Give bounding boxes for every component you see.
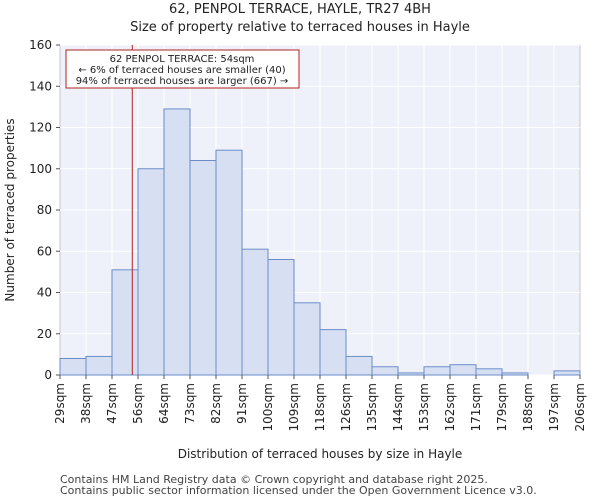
y-tick-label: 60 [37, 244, 52, 258]
histogram-bar [449, 364, 477, 376]
x-tick-label: 64sqm [157, 383, 171, 424]
y-tick-label: 160 [29, 38, 52, 52]
histogram-bar [137, 168, 165, 376]
histogram-bar [215, 149, 243, 376]
x-tick-label: 188sqm [521, 383, 535, 431]
histogram-bar [111, 269, 139, 376]
annotation-line-2: ← 6% of terraced houses are smaller (40) [78, 65, 285, 76]
y-axis-ticks: 0 20 40 60 80 100 120 140 160 [29, 38, 60, 382]
x-tick-label: 29sqm [53, 383, 67, 424]
histogram-bar [85, 355, 113, 376]
x-tick-label: 153sqm [417, 383, 431, 431]
footer-copyright: Contains HM Land Registry data © Crown c… [60, 473, 488, 486]
x-tick-label: 47sqm [105, 383, 119, 424]
x-tick-label: 73sqm [183, 383, 197, 424]
x-tick-label: 56sqm [131, 383, 145, 424]
y-tick-label: 80 [37, 203, 52, 217]
chart-subtitle: Size of property relative to terraced ho… [130, 20, 470, 35]
histogram-bar [553, 370, 581, 376]
histogram-bar [501, 372, 529, 376]
x-tick-label: 38sqm [79, 383, 93, 424]
histogram-bar [345, 355, 373, 376]
x-tick-label: 162sqm [443, 383, 457, 431]
annotation-line-3: 94% of terraced houses are larger (667) … [76, 76, 289, 87]
histogram-bar [293, 302, 321, 376]
histogram-bar [241, 248, 269, 376]
annotation-box: 62 PENPOL TERRACE: 54sqm ← 6% of terrace… [65, 49, 300, 89]
page-title: 62, PENPOL TERRACE, HAYLE, TR27 4BH [169, 2, 431, 17]
y-tick-label: 100 [29, 162, 52, 176]
x-tick-label: 179sqm [495, 383, 509, 431]
x-tick-label: 118sqm [313, 383, 327, 431]
x-axis-label: Distribution of terraced houses by size … [178, 447, 463, 461]
bars [59, 108, 581, 376]
x-tick-label: 126sqm [339, 383, 353, 431]
x-tick-label: 197sqm [547, 383, 561, 431]
x-tick-label: 91sqm [235, 383, 249, 424]
histogram-bar [163, 108, 191, 376]
x-tick-label: 171sqm [469, 383, 483, 431]
histogram-bar [59, 358, 87, 376]
x-tick-label: 100sqm [261, 383, 275, 431]
y-tick-label: 40 [37, 286, 52, 300]
annotation-line-1: 62 PENPOL TERRACE: 54sqm [110, 54, 255, 65]
x-tick-label: 82sqm [209, 383, 223, 424]
x-tick-label: 206sqm [573, 383, 587, 431]
histogram-bar [423, 366, 451, 376]
histogram-chart: 0 20 40 60 80 100 120 140 160 29sqm 38sqm 47sqm 56s… [3, 38, 587, 461]
y-tick-label: 120 [29, 121, 52, 135]
x-tick-label: 144sqm [391, 383, 405, 431]
y-tick-label: 20 [37, 327, 52, 341]
footer-licence: Contains public sector information licen… [60, 484, 537, 497]
histogram-bar [267, 259, 295, 376]
x-tick-label: 109sqm [287, 383, 301, 431]
histogram-bar [319, 329, 347, 376]
x-tick-label: 135sqm [365, 383, 379, 431]
y-axis-label: Number of terraced properties [3, 118, 17, 301]
histogram-bar [475, 368, 503, 376]
x-axis-ticks: 29sqm 38sqm 47sqm 56sqm 64sqm 73sqm 82sqm 91sqm… [53, 375, 587, 431]
y-tick-label: 0 [44, 368, 52, 382]
histogram-bar [371, 366, 399, 376]
histogram-bar [397, 372, 425, 376]
y-tick-label: 140 [29, 79, 52, 93]
histogram-bar [189, 160, 217, 376]
